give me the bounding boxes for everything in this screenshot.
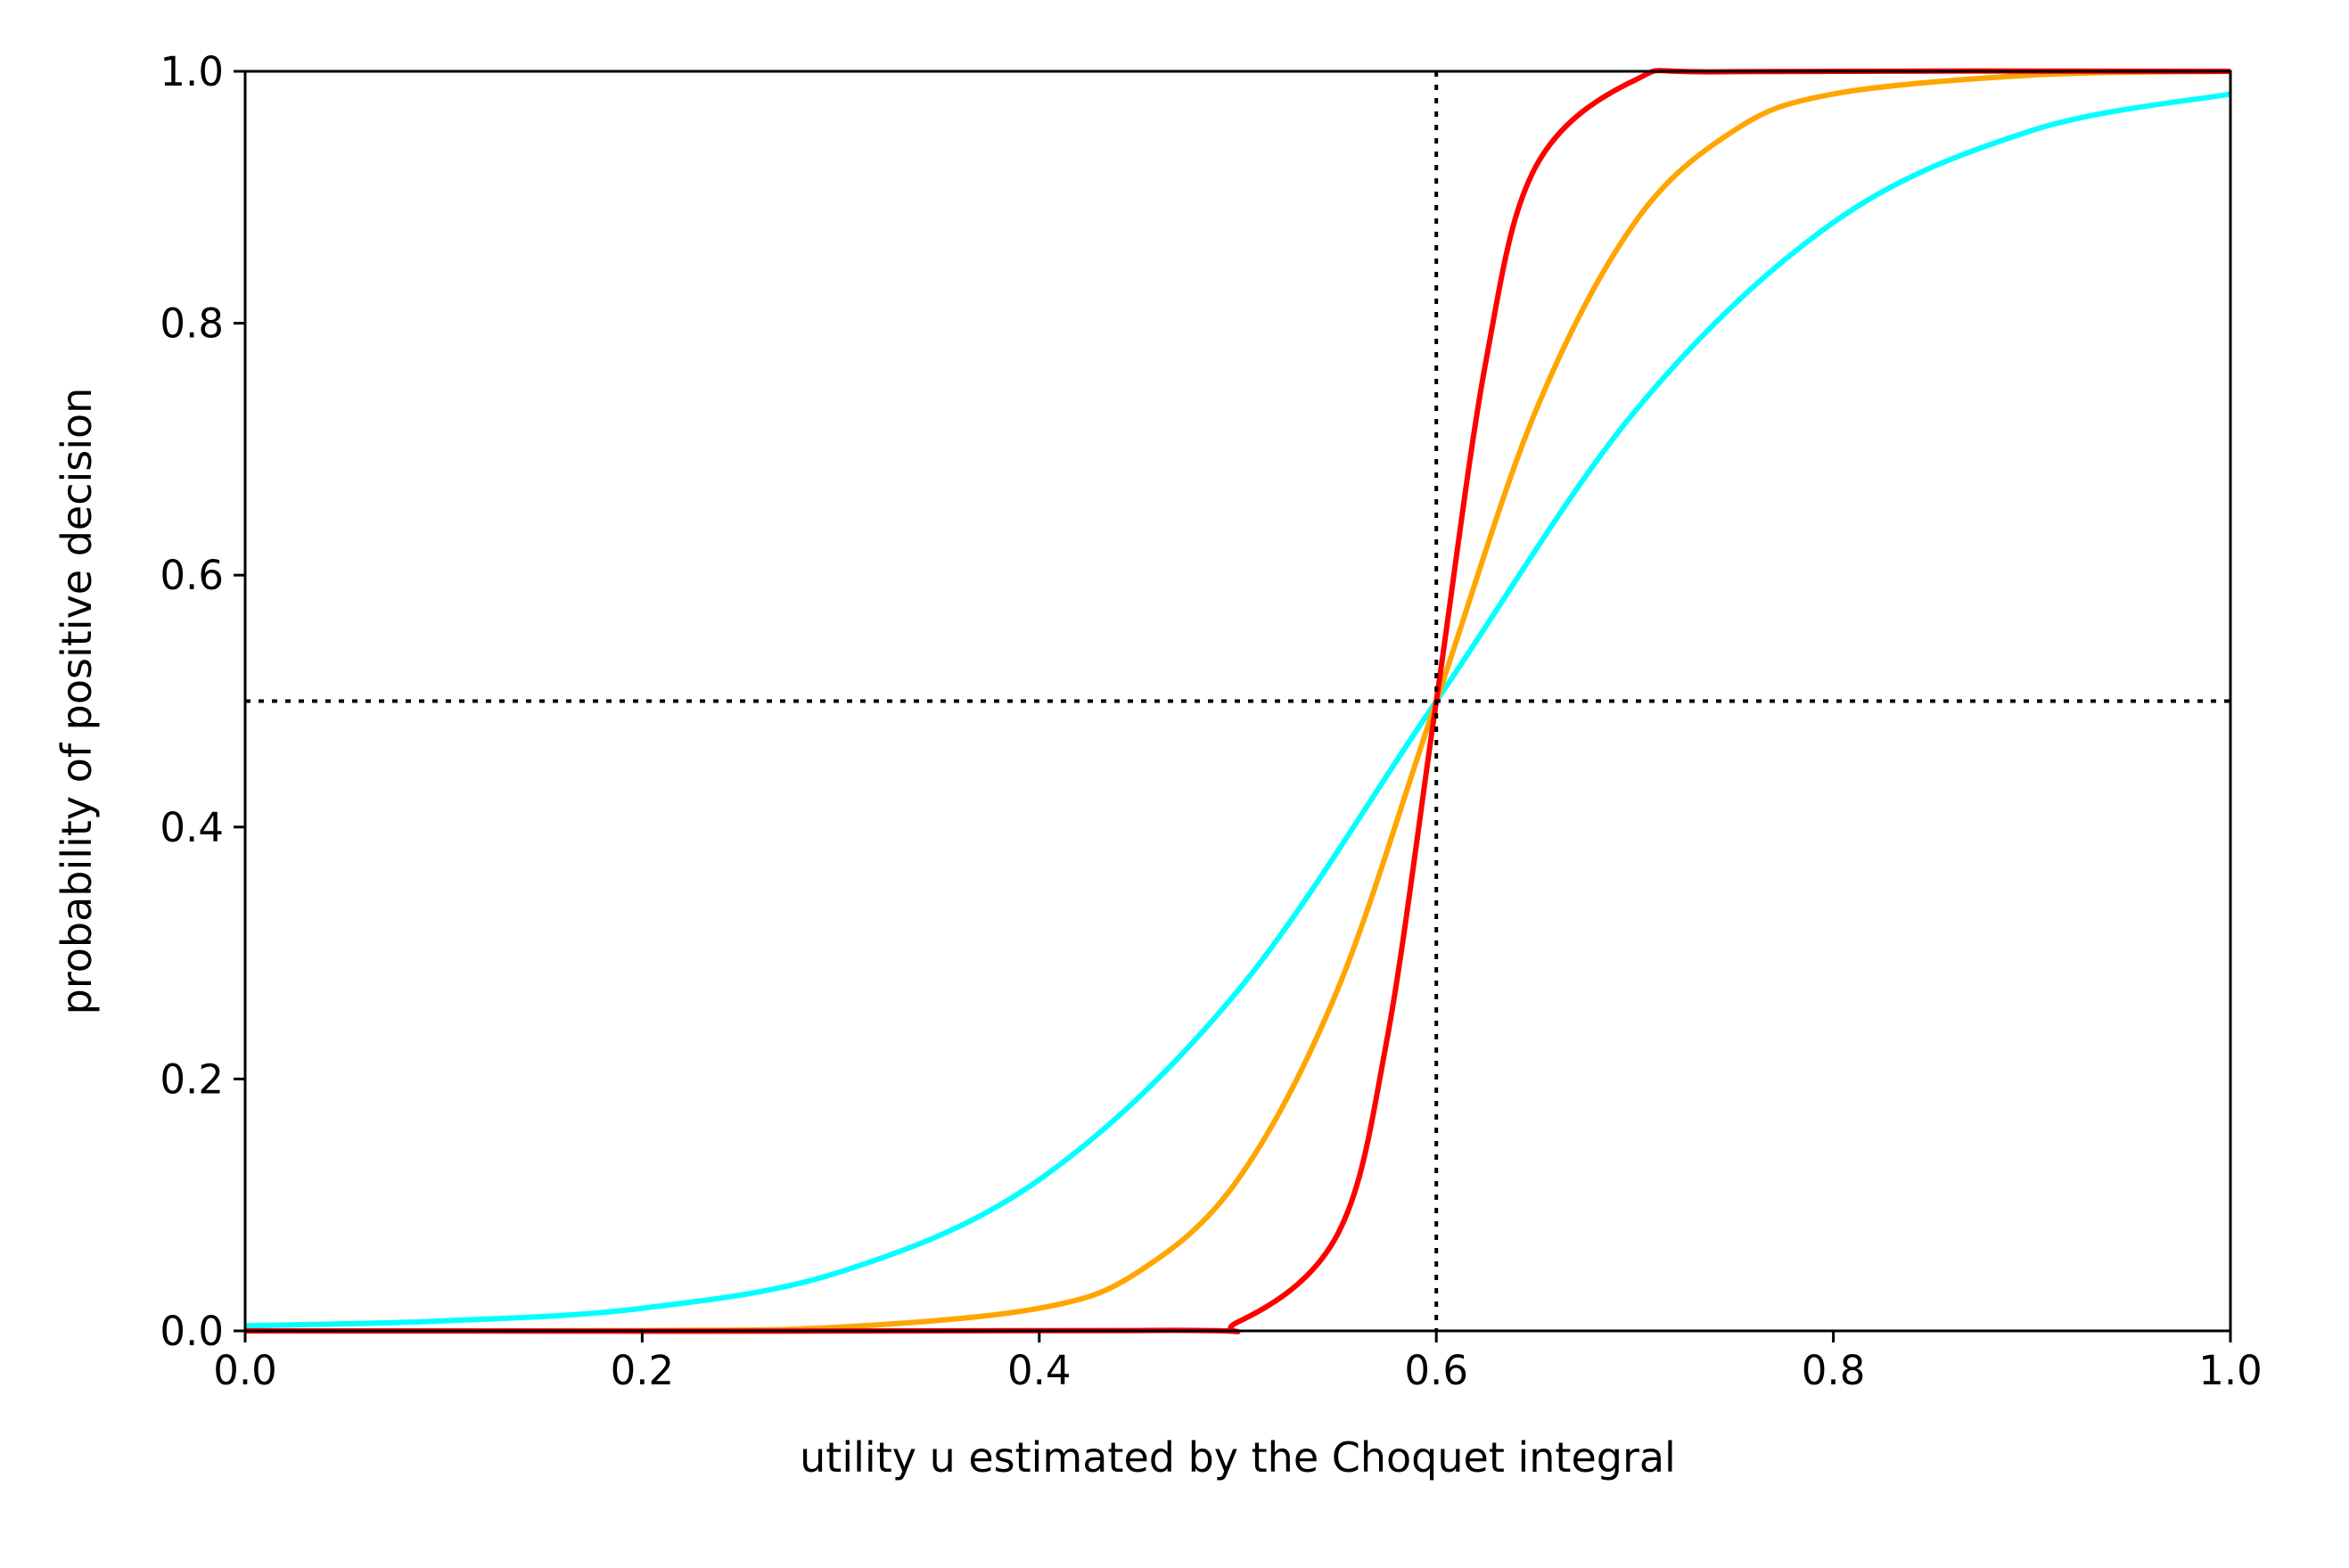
series-line-1: [244, 91, 2231, 1329]
x-axis-ticks: 0.0 0.2 0.4 0.6 0.8 1.0: [213, 1331, 2263, 1394]
x-tick-label: 0.2: [611, 1347, 675, 1394]
plot-frame: [243, 70, 2232, 1333]
y-tick-label: 0.6: [160, 552, 224, 599]
y-tick-label: 0.4: [160, 804, 224, 851]
y-tick-label: 0.2: [160, 1055, 224, 1103]
x-tick-label: 1.0: [2198, 1347, 2263, 1394]
y-axis-label: probability of positive decision: [53, 388, 101, 1015]
reference-lines: [245, 71, 2230, 1331]
x-tick-label: 0.0: [213, 1347, 277, 1394]
y-tick-label: 0.0: [160, 1308, 224, 1355]
x-tick-label: 0.4: [1007, 1347, 1072, 1394]
x-axis-label: utility u estimated by the Choquet integ…: [800, 1433, 1676, 1482]
y-tick-label: 0.8: [160, 300, 224, 348]
x-tick-label: 0.8: [1802, 1347, 1866, 1394]
y-tick-label: 1.0: [160, 48, 224, 95]
y-axis-ticks: 0.0 0.2 0.4 0.6 0.8 1.0: [160, 48, 245, 1355]
x-tick-label: 0.6: [1404, 1347, 1468, 1394]
